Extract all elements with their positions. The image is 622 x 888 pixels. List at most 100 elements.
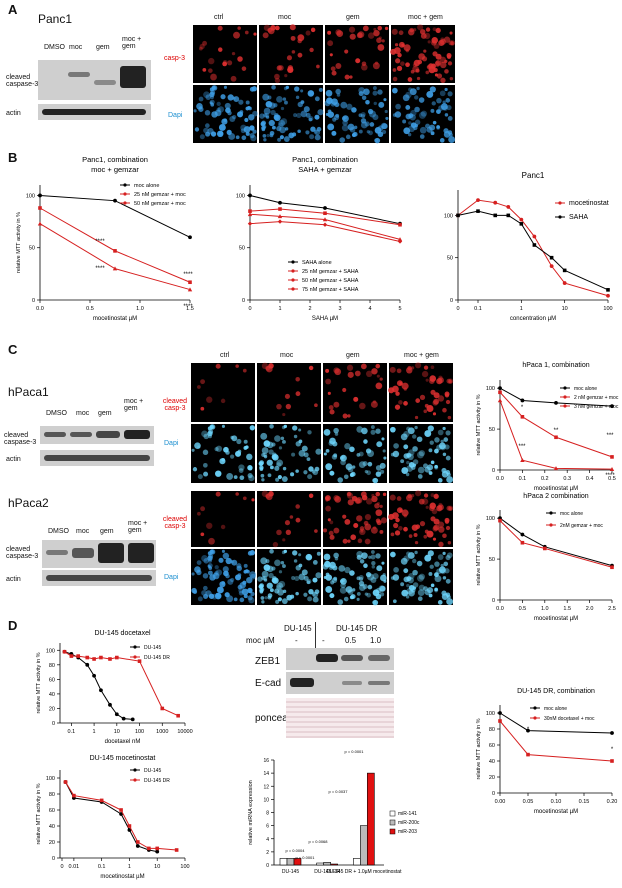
data-point (114, 712, 119, 717)
chart-mirna-expression: 0 2 4 6 8 10 12 14 16 relative miRNA expression DU… (248, 749, 420, 875)
cell-dot (431, 40, 437, 46)
cell-dot (374, 61, 379, 65)
cell-dot (340, 578, 347, 585)
data-point (176, 713, 180, 718)
y-tick-label: 50 (447, 256, 453, 262)
cell-dot (375, 491, 381, 497)
c2-img-row-dapi: Dapi (164, 574, 179, 581)
cell-dot (284, 393, 291, 399)
legend-marker (291, 287, 295, 291)
cell-dot (346, 491, 352, 497)
cell-dot (266, 582, 273, 589)
cell-dot (283, 424, 288, 429)
data-point (610, 404, 614, 409)
cell-dot (449, 31, 453, 35)
cell-dot (434, 464, 438, 469)
data-point (397, 239, 403, 244)
data-point (520, 540, 525, 545)
cell-dot (371, 478, 377, 483)
data-point (108, 702, 112, 707)
blot-row-ecad: E-cad (255, 678, 282, 689)
cell-dot (244, 117, 249, 123)
cell-dot (430, 63, 436, 69)
cell-dot (380, 122, 388, 130)
cell-dot (241, 66, 247, 71)
cell-dot (235, 135, 240, 140)
cell-dot (374, 126, 382, 134)
cell-dot (447, 61, 453, 66)
cell-dot (436, 444, 442, 451)
cell-dot (364, 538, 371, 545)
cell-dot (445, 525, 451, 531)
cell-dot (198, 106, 204, 112)
cell-dot (400, 582, 405, 587)
cell-dot (358, 461, 366, 469)
cell-dot (352, 131, 358, 137)
cell-dot (440, 439, 444, 444)
p-value-label: p = 0.0068 (308, 839, 328, 844)
y-axis-label: relative MTT activity in % (36, 652, 42, 713)
cell-dot (235, 574, 242, 581)
data-point (610, 565, 614, 570)
cell-dot (413, 59, 421, 67)
cell-dot (408, 113, 414, 119)
cell-dot (440, 444, 446, 451)
cell-dot (347, 414, 351, 418)
cell-dot (286, 55, 293, 61)
data-point (248, 193, 252, 198)
x-tick-label: 0.00 (495, 799, 506, 805)
cell-dot (398, 41, 405, 48)
cell-dot (374, 137, 381, 144)
cell-dot (258, 461, 264, 467)
cell-dot (443, 561, 449, 567)
cell-dot (433, 68, 438, 73)
cell-dot (314, 134, 321, 141)
cell-dot (419, 394, 426, 400)
y-tick-label: 60 (49, 808, 55, 814)
cell-dot (268, 572, 274, 579)
cell-dot (378, 585, 386, 592)
cell-dot (337, 599, 344, 605)
y-tick-label: 50 (29, 246, 35, 252)
data-point (323, 211, 327, 216)
cell-dot (372, 114, 379, 121)
legend-marker (123, 201, 127, 205)
cell-dot (309, 134, 315, 140)
cell-dot (276, 403, 282, 410)
cell-dot (418, 97, 425, 103)
cell-dot (281, 598, 288, 605)
cell-dot (270, 109, 276, 116)
cell-dot (263, 107, 271, 115)
cell-dot (211, 111, 218, 118)
cell-dot (260, 557, 268, 565)
cell-dot (366, 130, 371, 134)
cell-dot (290, 35, 296, 41)
cell-dot (338, 565, 346, 572)
cell-dot (274, 73, 280, 80)
cell-dot (432, 51, 438, 57)
cell-dot (314, 403, 318, 408)
cell-dot (238, 464, 245, 471)
cell-dot (243, 563, 248, 568)
cell-dot (416, 76, 421, 81)
cell-dot (263, 113, 268, 118)
data-point (609, 466, 615, 471)
cell-dot (401, 589, 409, 597)
cell-dot (291, 50, 296, 54)
cell-dot (246, 453, 253, 461)
cell-dot (239, 582, 246, 589)
row-label-actin: actin (6, 110, 21, 117)
significance-label: ** (554, 428, 559, 434)
cell-dot (350, 471, 356, 477)
data-point (554, 435, 558, 440)
x-category-label: DU-145 (282, 869, 299, 875)
cell-dot (236, 565, 242, 572)
x-tick-label: 0.5 (86, 306, 94, 312)
cell-dot (395, 391, 400, 396)
cell-dot (334, 368, 342, 376)
cell-dot (248, 114, 255, 121)
data-point (136, 840, 140, 844)
cell-dot (235, 364, 239, 368)
cell-dot (203, 433, 210, 440)
significance-label: * (521, 405, 524, 411)
